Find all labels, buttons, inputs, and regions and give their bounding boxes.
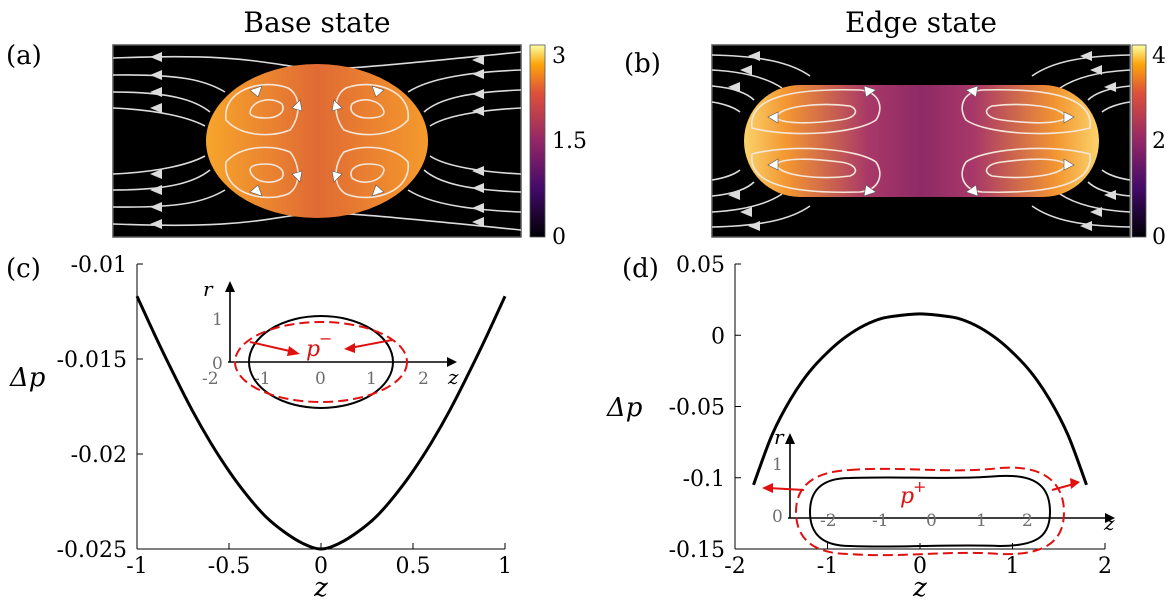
inset-c-z-label: z [447,365,459,389]
inset-d-rtick: 0 [772,507,783,527]
panel-d-label: (d) [622,254,659,284]
x-tick-label: -1 [126,554,147,579]
inset-d-ztick: 1 [976,511,987,531]
inset-c-arrowhead [287,346,300,356]
panel-a-cb-tick: 1.5 [552,129,587,154]
x-tick-label: 0.5 [396,554,431,579]
panel-b-flow-arrows [728,51,1116,231]
panel-d-curve [752,312,1088,486]
inset-d-r-arrow [785,433,795,444]
inset-c-ztick: 1 [366,369,377,389]
inset-c-ztick: 0 [315,369,326,389]
inset-d-z-arrow [1105,513,1115,523]
panel-b-label: (b) [624,49,661,79]
panel-c-inset: r z 1 0 -2 -1 0 1 2 p − [202,277,459,409]
panel-b-cb-tick: 0 [1152,225,1166,250]
inset-c-deformed-outline [234,321,408,403]
inset-d-r-label: r [774,425,785,449]
inset-d-drop-outline [808,474,1052,548]
inset-d-ztick: -1 [872,511,889,531]
y-tick-label: -0.02 [71,443,127,468]
y-tick-label: -0.025 [57,538,127,563]
panel-c-ticks: -1 -0.5 0 0.5 1 -0.01 -0.015 -0.02 -0.025 [57,253,512,579]
x-tick-label: 2 [1098,554,1112,579]
inset-c-z-arrow [447,357,457,367]
x-tick-label: 1 [498,554,512,579]
inset-c-pressure-label: p [306,337,320,362]
panel-c: (c) Δp z -1 -0.5 0 0.5 1 -0.01 -0.015 -0.02 -0.0… [6,253,512,601]
panel-c-curve [135,295,507,551]
panel-c-label: (c) [6,254,41,284]
panel-d: (d) Δp z -2 -1 0 1 2 0.05 0 -0.05 -0.1 -0.15 r z … [606,253,1115,601]
inset-c-r-arrow [225,281,235,292]
x-tick-label: -1 [817,554,838,579]
panel-a-cb-tick: 3 [552,44,566,69]
panel-a-colorbar [529,44,546,238]
panel-d-xlabel: z [912,573,927,601]
inset-d-pressure-sup: + [913,477,926,496]
inset-c-arrowhead [344,343,355,353]
panel-b-vortex-arrows [767,85,1075,197]
panel-c-xlabel: z [313,573,328,601]
inset-d-arrowhead [762,483,773,493]
inset-d-ztick: 0 [926,511,937,531]
panel-b-cb-tick: 2 [1152,129,1166,154]
panel-d-ticks: -2 -1 0 1 2 0.05 0 -0.05 -0.1 -0.15 [669,253,1112,579]
panel-b-title: Edge state [845,6,997,39]
y-tick-label: 0.05 [676,253,725,278]
panel-a-droplet [206,64,428,218]
inset-d-rtick: 1 [772,455,783,475]
y-tick-label: -0.015 [57,348,127,373]
inset-d-ztick: -2 [820,511,837,531]
inset-c-pressure-arrow [349,339,393,349]
panel-b-vortices [751,88,1091,194]
panel-a-title: Base state [243,6,390,39]
panel-a-vortex-arrows [249,85,385,197]
inset-d-pressure-arrow [767,487,805,491]
panel-b-cb-tick: 4 [1152,44,1166,69]
panel-b: (b) Edge state [624,6,1166,250]
x-tick-label: -2 [724,554,745,579]
panel-a-cb-tick: 0 [552,225,566,250]
x-tick-label: 1 [1006,554,1020,579]
panel-a: (a) Base state [6,6,587,250]
y-tick-label: 0 [711,324,725,349]
inset-c-ztick: 2 [418,369,429,389]
inset-c-rtick: 0 [212,354,223,374]
inset-c-pressure-arrow [249,341,295,353]
panel-a-label: (a) [6,41,42,71]
y-tick-label: -0.01 [71,253,127,278]
inset-d-pressure-arrow [1051,483,1075,491]
panel-d-inset: r z 1 0 -2 -1 0 1 2 p + [762,425,1115,557]
panel-c-ylabel: Δp [9,363,46,393]
x-tick-label: 0 [913,554,927,579]
inset-d-arrowhead [1070,478,1080,489]
y-tick-label: -0.15 [669,538,725,563]
inset-c-r-label: r [203,277,214,301]
panel-d-ylabel: Δp [606,393,643,423]
inset-c-pressure-sup: − [319,329,332,348]
panel-a-streamlines [113,51,521,231]
y-tick-label: -0.05 [669,396,725,421]
y-tick-label: -0.1 [683,467,725,492]
panel-a-flow-arrows [150,52,484,229]
inset-d-ztick: 2 [1022,511,1033,531]
inset-c-drop-outline [248,315,394,409]
panel-b-droplet [744,85,1099,197]
inset-c-rtick: 1 [212,310,223,330]
x-tick-label: 0 [314,554,328,579]
inset-d-pressure-label: p [900,484,914,509]
panel-b-colorbar [1131,44,1147,238]
x-tick-label: -0.5 [208,554,250,579]
inset-d-deformed-outline [794,466,1066,557]
inset-c-ztick: -1 [254,369,271,389]
inset-c-ztick: -2 [202,369,219,389]
panel-b-streamlines [712,54,1130,228]
inset-d-z-label: z [1103,511,1115,535]
